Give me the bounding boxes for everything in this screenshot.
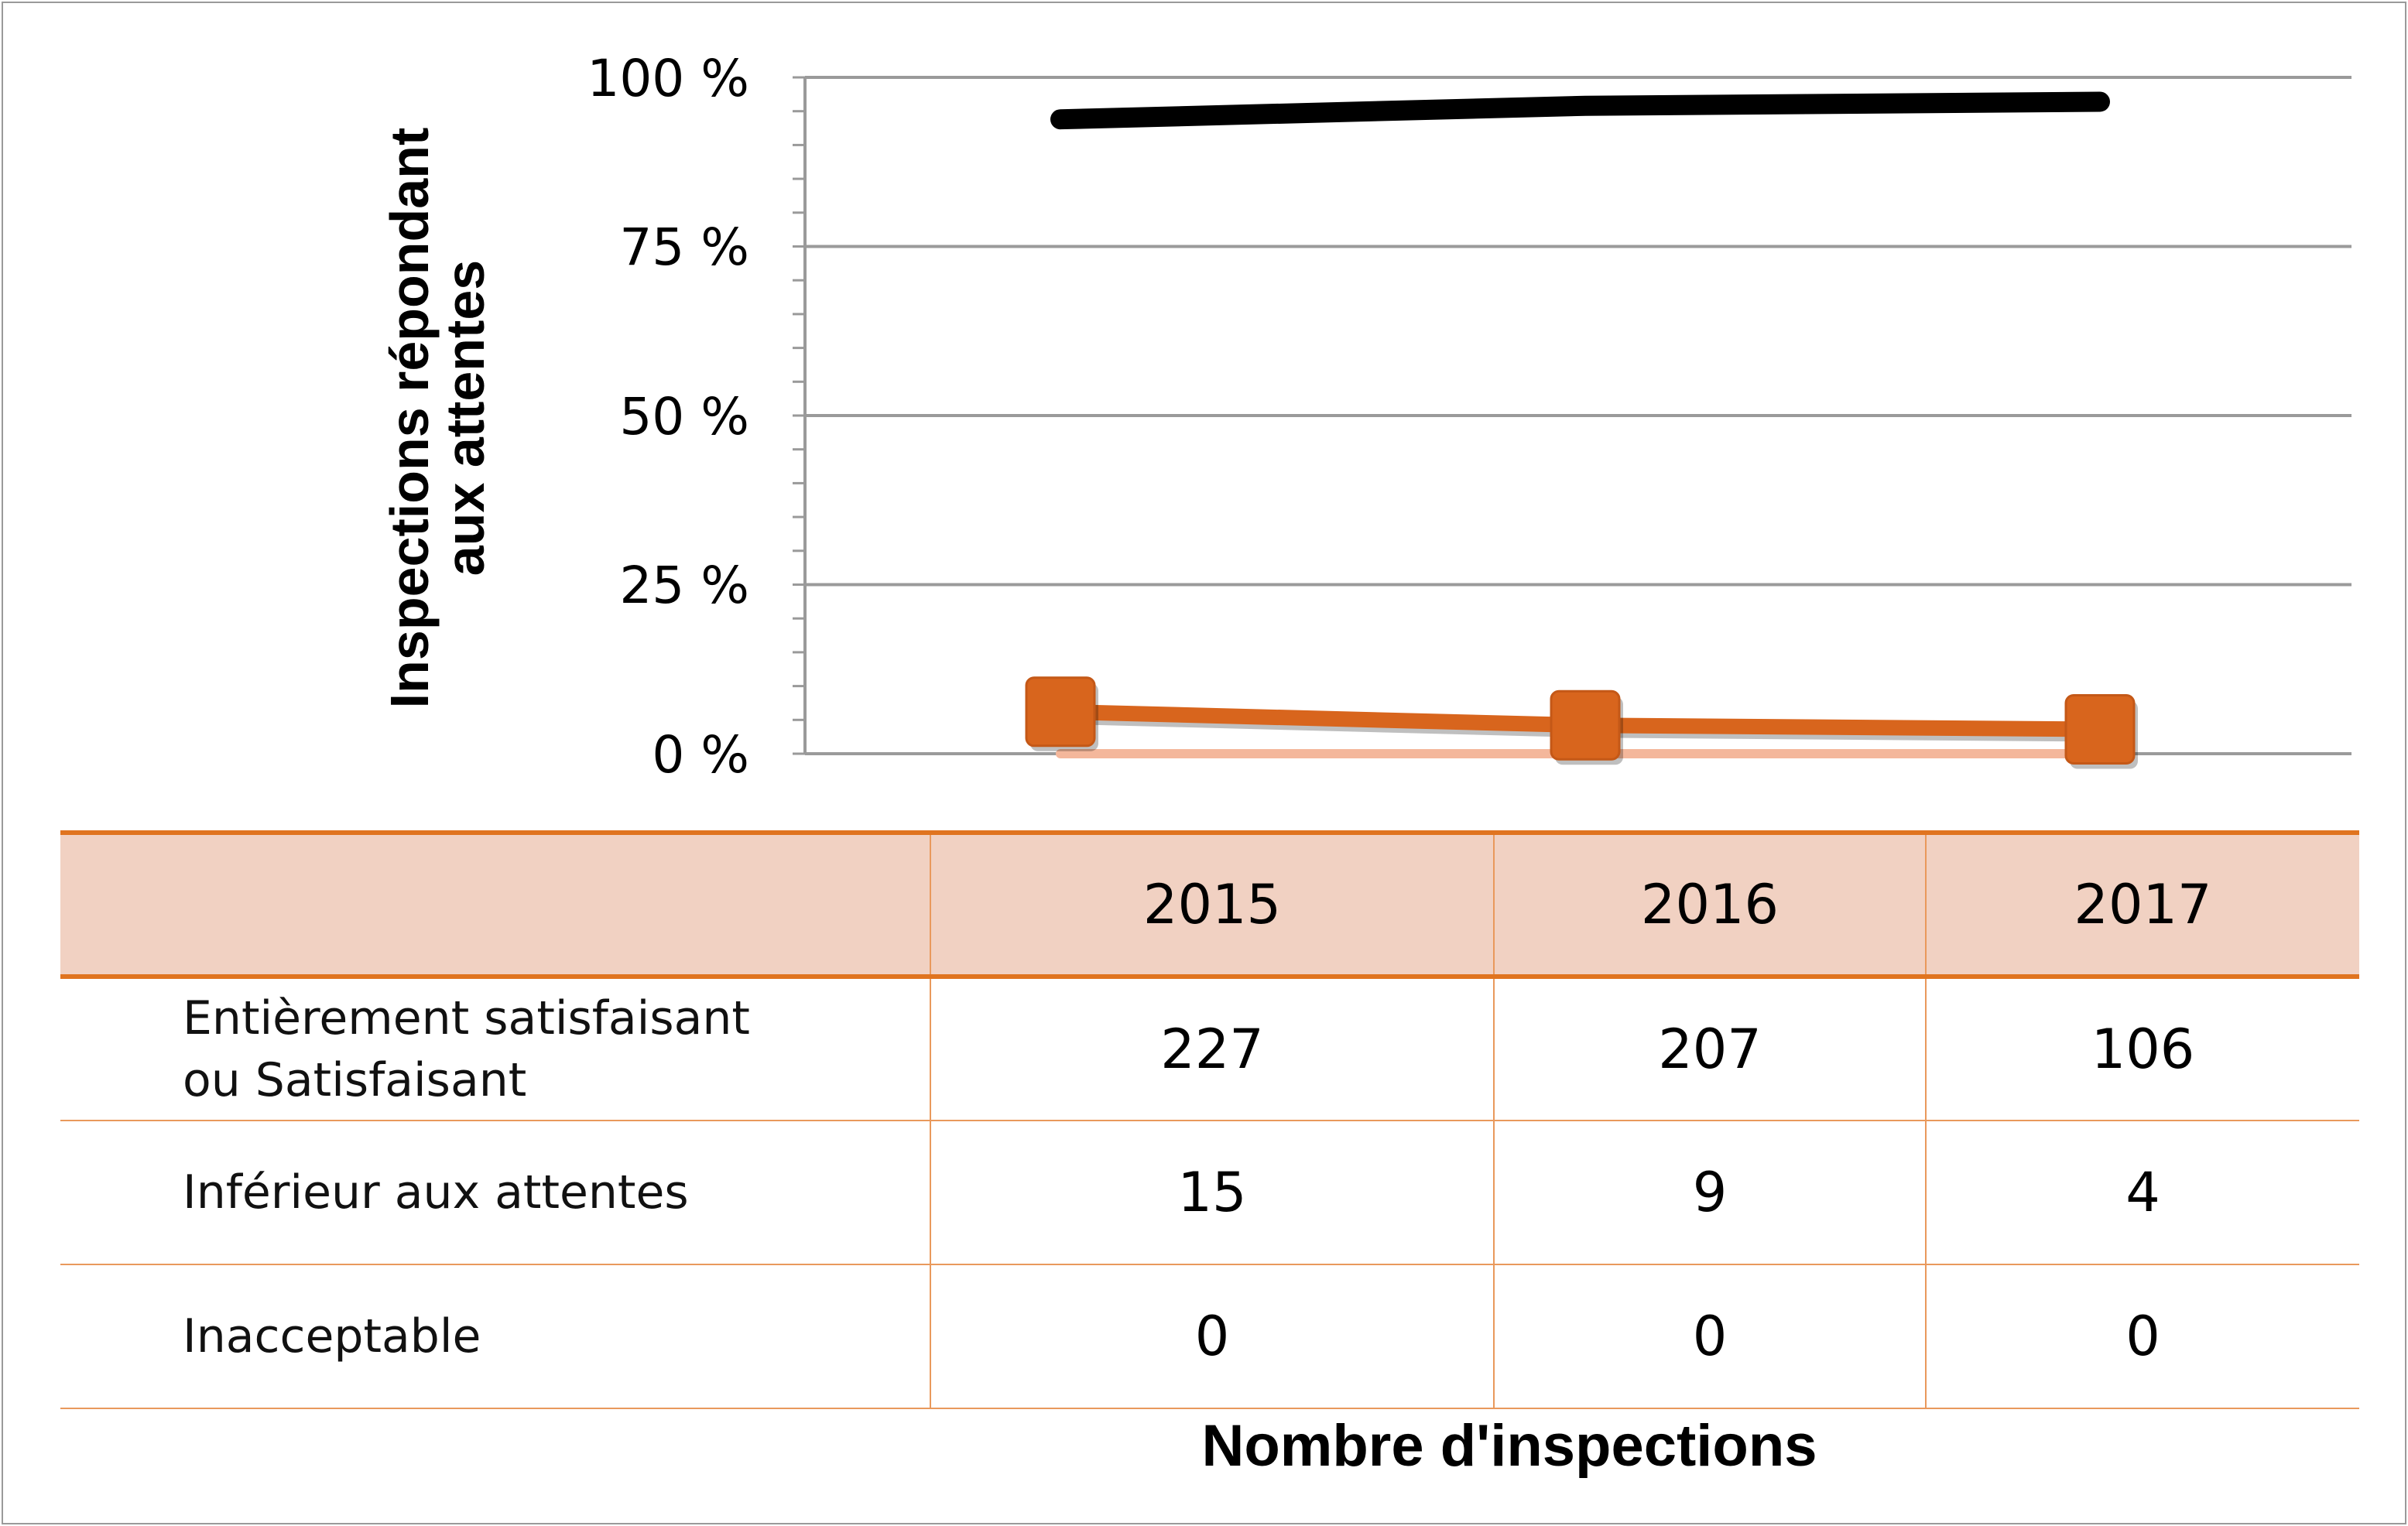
row-label-line: Inférieur aux attentes (183, 1165, 689, 1220)
y-tick-labels: 100 % 75 % 50 % 25 % 0 % (587, 49, 749, 785)
data-point-inferieur (1025, 676, 1096, 748)
row-label: Inacceptable (60, 1264, 930, 1409)
row-label: Inférieur aux attentes (60, 1121, 930, 1265)
x-axis-label: Nombre d'inspections (1201, 1413, 1817, 1479)
y-axis-ticks (793, 76, 805, 755)
gridlines (805, 76, 2351, 755)
y-tick-label: 75 % (619, 217, 749, 277)
data-table: 2015 2016 2017 Entièrement satisfaisant … (60, 830, 2359, 1409)
data-point-inferieur (2064, 694, 2136, 765)
table-row: Entièrement satisfaisant ou Satisfaisant… (60, 977, 2359, 1121)
table-header-row: 2015 2016 2017 (60, 830, 2359, 979)
y-tick-label: 25 % (619, 556, 749, 615)
row-label-line: Inacceptable (183, 1309, 481, 1363)
table-cell: 4 (1925, 1121, 2359, 1265)
row-label-line: ou Satisfaisant (183, 1053, 527, 1107)
table-cell: 15 (930, 1121, 1494, 1265)
y-tick-label: 0 % (652, 725, 749, 785)
y-tick-label: 100 % (587, 49, 749, 108)
table-cell: 207 (1493, 977, 1926, 1121)
table-header-cell: 2017 (1925, 830, 2359, 979)
table-cell: 227 (930, 977, 1494, 1121)
table-row: Inacceptable 0 0 0 (60, 1264, 2359, 1409)
table-cell: 0 (930, 1264, 1494, 1409)
table-cell: 0 (1925, 1264, 2359, 1409)
table-cell: 0 (1493, 1264, 1926, 1409)
table-cell: 9 (1493, 1121, 1926, 1265)
row-label: Entièrement satisfaisant ou Satisfaisant (60, 977, 930, 1121)
table-cell: 106 (1925, 977, 2359, 1121)
data-point-inferieur (1550, 689, 1621, 761)
table-row: Inférieur aux attentes 15 9 4 (60, 1121, 2359, 1265)
series-line-satisfaisant (1050, 91, 2110, 130)
table-header-cell (60, 830, 930, 979)
table-header-cell: 2016 (1493, 830, 1926, 979)
series-layer (1025, 91, 2138, 769)
table-header-cell: 2015 (930, 830, 1494, 979)
line-chart: 100 % 75 % 50 % 25 % 0 % (587, 49, 2351, 785)
row-label-line: Entièrement satisfaisant (183, 991, 750, 1045)
y-tick-label: 50 % (619, 387, 749, 447)
